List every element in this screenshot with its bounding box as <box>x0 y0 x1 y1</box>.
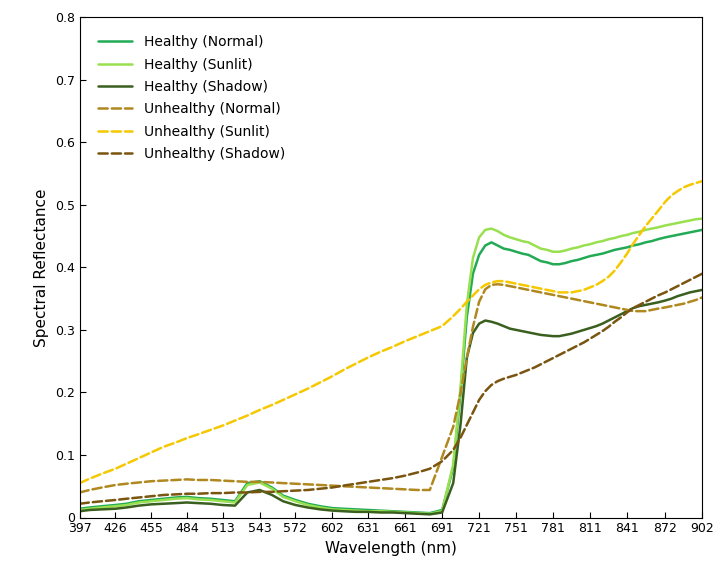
Unhealthy (Normal) <box>512 284 521 291</box>
Healthy (Sunlit) <box>698 215 707 222</box>
Healthy (Sunlit) <box>542 247 551 254</box>
Y-axis label: Spectral Reflectance: Spectral Reflectance <box>34 188 49 347</box>
Unhealthy (Sunlit) <box>555 289 563 296</box>
Unhealthy (Shadow) <box>555 351 563 358</box>
Unhealthy (Normal) <box>363 484 372 491</box>
Healthy (Normal) <box>279 492 287 499</box>
Healthy (Shadow) <box>279 498 287 505</box>
Unhealthy (Normal) <box>279 480 287 486</box>
Healthy (Sunlit) <box>426 510 434 517</box>
Healthy (Normal) <box>426 509 434 516</box>
Healthy (Sunlit) <box>75 507 84 513</box>
Legend: Healthy (Normal), Healthy (Sunlit), Healthy (Shadow), Unhealthy (Normal), Unheal: Healthy (Normal), Healthy (Sunlit), Heal… <box>87 24 296 172</box>
Healthy (Shadow) <box>363 508 372 515</box>
Healthy (Shadow) <box>542 332 551 339</box>
Healthy (Shadow) <box>561 331 570 338</box>
Unhealthy (Sunlit) <box>75 480 84 486</box>
Unhealthy (Shadow) <box>193 490 202 497</box>
Healthy (Shadow) <box>698 286 707 293</box>
Unhealthy (Sunlit) <box>279 397 287 404</box>
Unhealthy (Normal) <box>542 290 551 297</box>
Healthy (Normal) <box>698 227 707 233</box>
Unhealthy (Sunlit) <box>536 285 545 292</box>
Unhealthy (Shadow) <box>279 488 287 494</box>
Unhealthy (Shadow) <box>505 373 514 380</box>
Healthy (Normal) <box>193 494 202 501</box>
Line: Unhealthy (Shadow): Unhealthy (Shadow) <box>80 274 702 504</box>
Healthy (Sunlit) <box>279 493 287 500</box>
Healthy (Sunlit) <box>561 247 570 254</box>
Unhealthy (Normal) <box>698 294 707 301</box>
Unhealthy (Shadow) <box>698 270 707 277</box>
Unhealthy (Shadow) <box>363 478 372 485</box>
Healthy (Sunlit) <box>512 236 521 243</box>
Line: Unhealthy (Normal): Unhealthy (Normal) <box>80 284 702 492</box>
Unhealthy (Sunlit) <box>505 279 514 286</box>
Unhealthy (Sunlit) <box>363 354 372 361</box>
X-axis label: Wavelength (nm): Wavelength (nm) <box>325 541 457 556</box>
Healthy (Normal) <box>542 259 551 266</box>
Unhealthy (Shadow) <box>536 361 545 368</box>
Unhealthy (Sunlit) <box>698 178 707 185</box>
Line: Healthy (Sunlit): Healthy (Sunlit) <box>80 218 702 513</box>
Unhealthy (Normal) <box>193 477 202 484</box>
Line: Healthy (Normal): Healthy (Normal) <box>80 230 702 513</box>
Healthy (Sunlit) <box>363 508 372 515</box>
Healthy (Shadow) <box>426 511 434 518</box>
Healthy (Shadow) <box>193 500 202 507</box>
Healthy (Normal) <box>512 248 521 255</box>
Line: Unhealthy (Sunlit): Unhealthy (Sunlit) <box>80 181 702 483</box>
Healthy (Shadow) <box>75 508 84 515</box>
Unhealthy (Normal) <box>561 294 570 301</box>
Unhealthy (Sunlit) <box>193 431 202 438</box>
Unhealthy (Normal) <box>493 281 502 288</box>
Unhealthy (Shadow) <box>75 500 84 507</box>
Unhealthy (Normal) <box>75 489 84 496</box>
Healthy (Normal) <box>75 505 84 512</box>
Healthy (Normal) <box>363 507 372 513</box>
Line: Healthy (Shadow): Healthy (Shadow) <box>80 290 702 515</box>
Healthy (Normal) <box>561 259 570 266</box>
Healthy (Shadow) <box>512 327 521 334</box>
Healthy (Sunlit) <box>193 496 202 503</box>
